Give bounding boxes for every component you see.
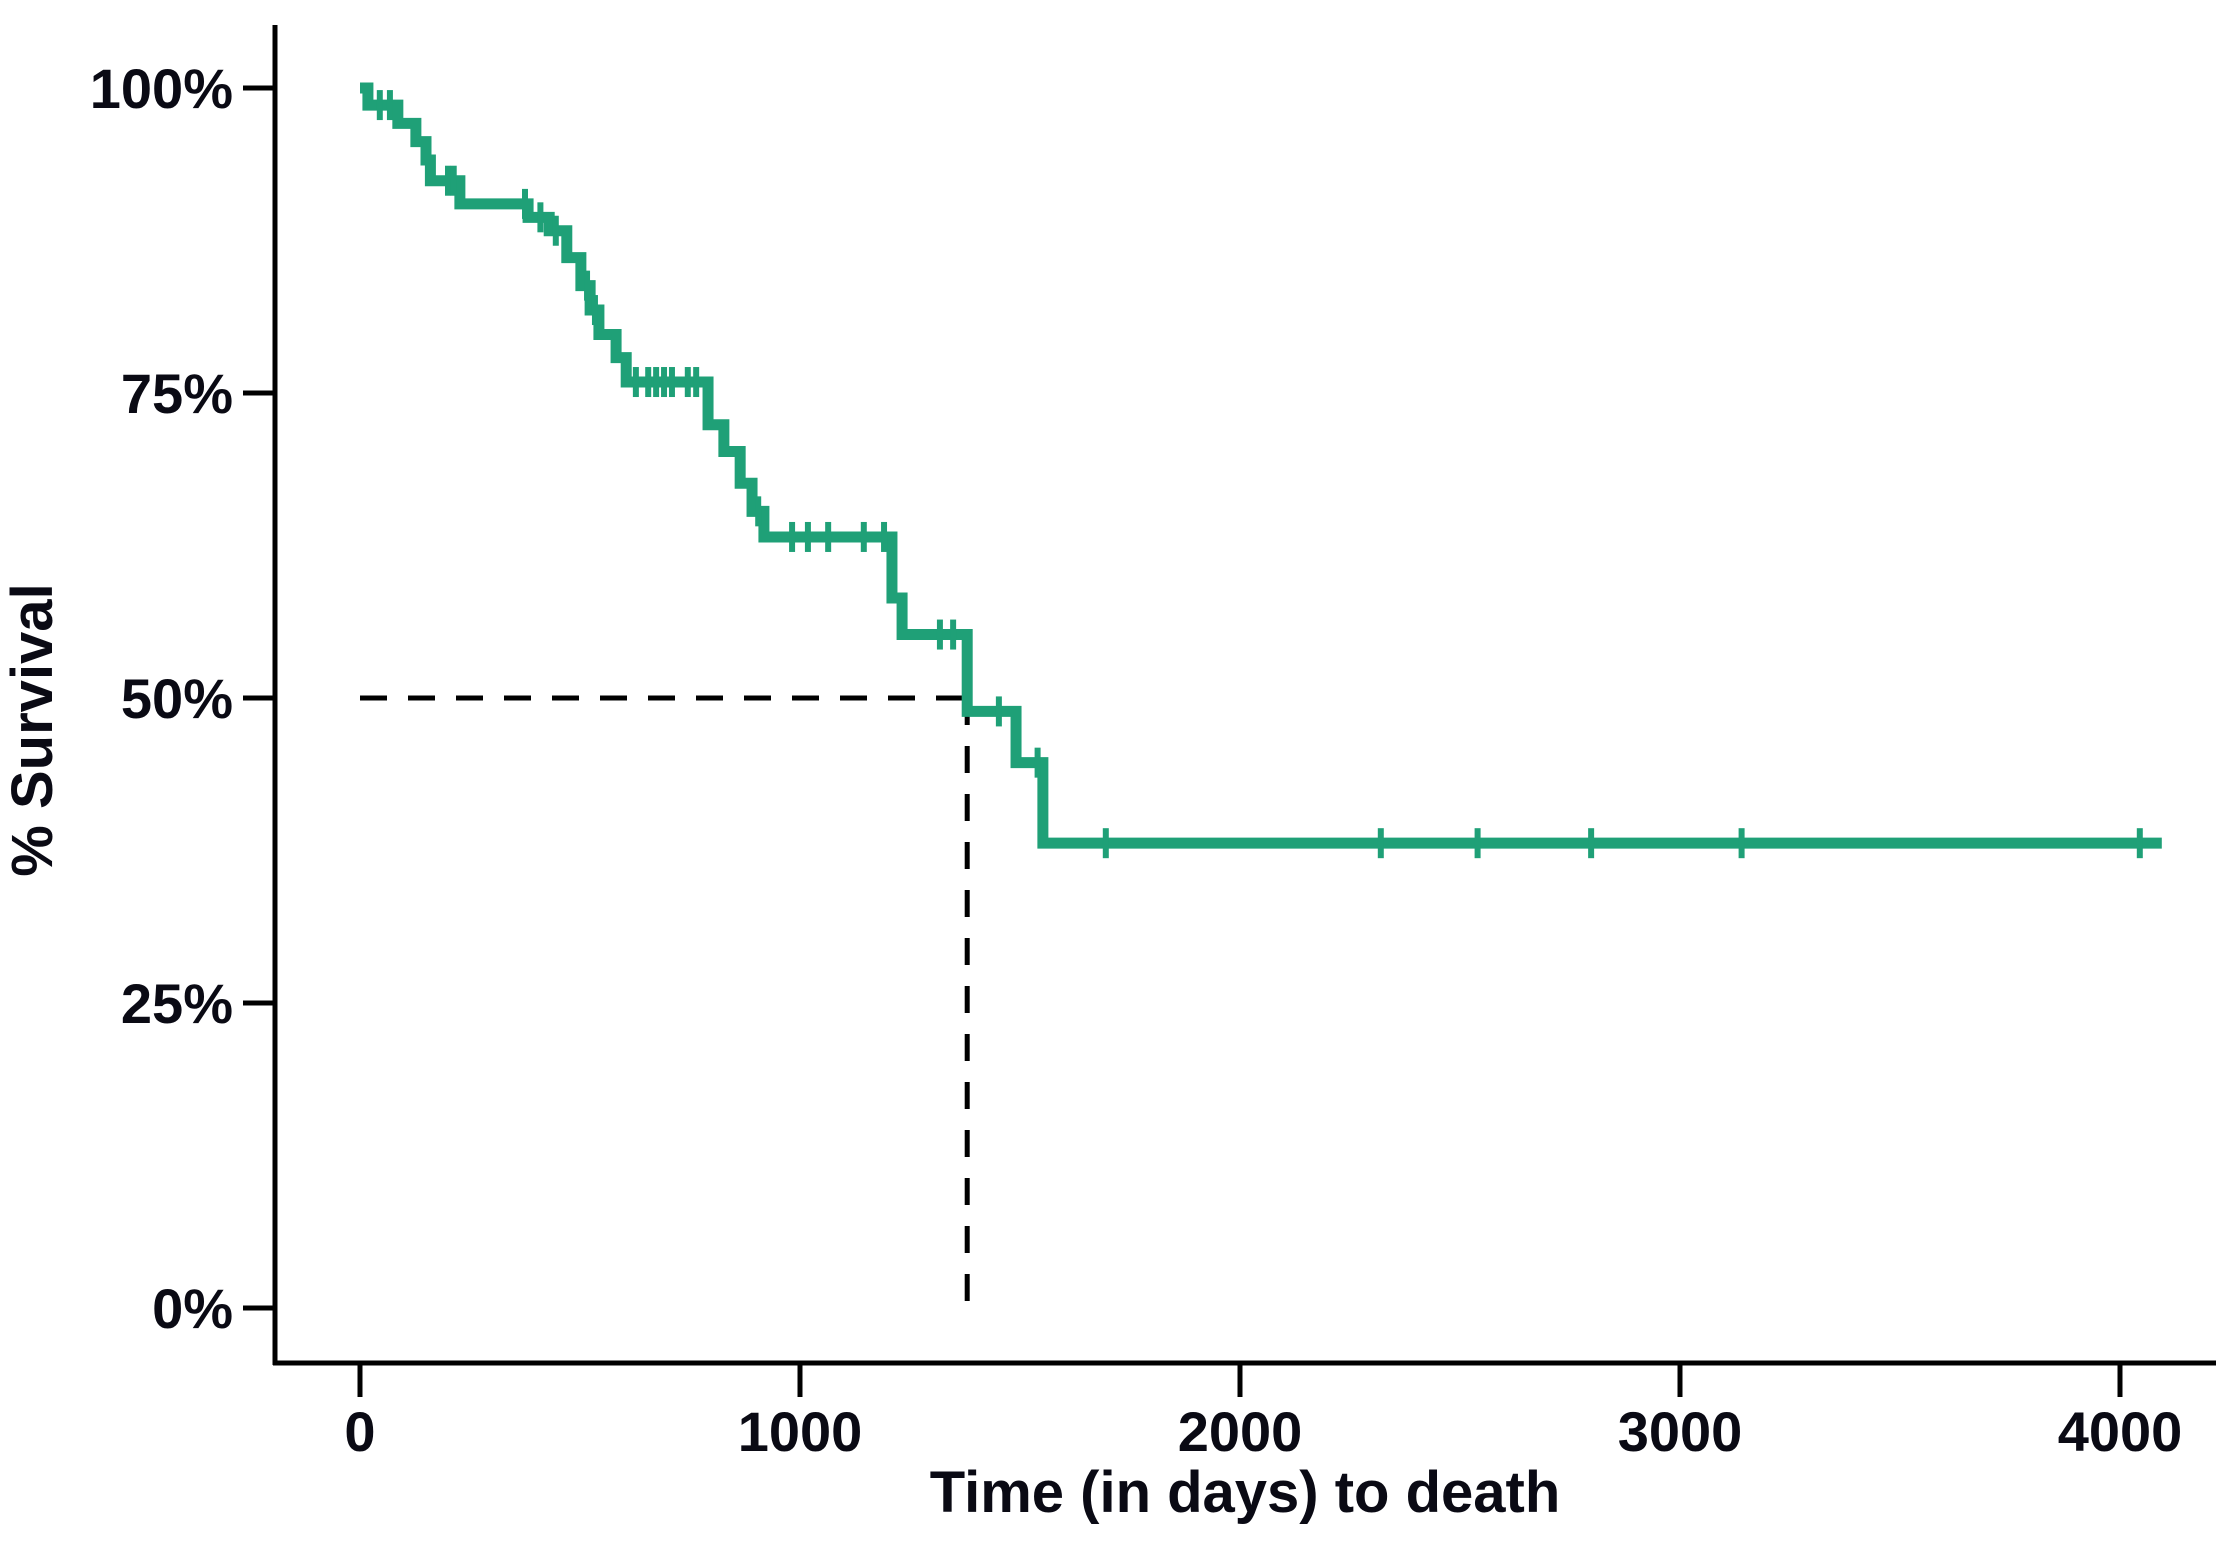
- y-axis-title: % Survival: [0, 583, 65, 876]
- y-tick-label: 50%: [121, 667, 233, 730]
- x-tick-label: 2000: [1178, 1400, 1303, 1463]
- y-tick-label: 25%: [121, 972, 233, 1035]
- x-tick-label: 1000: [738, 1400, 863, 1463]
- x-tick-label: 4000: [2058, 1400, 2183, 1463]
- x-axis-title: Time (in days) to death: [930, 1460, 1561, 1525]
- y-tick-label: 100%: [90, 57, 233, 120]
- x-tick-label: 3000: [1618, 1400, 1743, 1463]
- y-tick-label: 75%: [121, 362, 233, 425]
- x-tick-label: 0: [344, 1400, 375, 1463]
- y-tick-label: 0%: [152, 1277, 233, 1340]
- survival-curve: [360, 82, 2162, 849]
